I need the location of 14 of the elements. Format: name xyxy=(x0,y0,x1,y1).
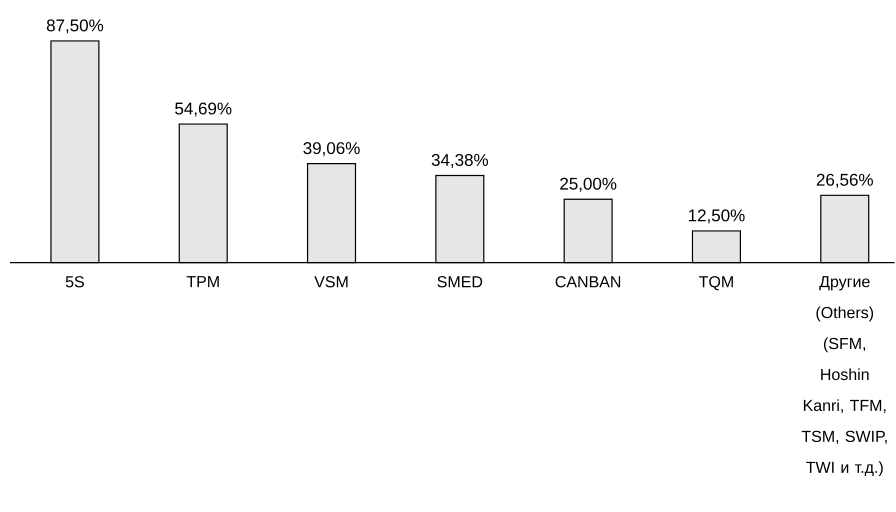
x-tick-label: SMED xyxy=(437,276,482,288)
data-label: 12,50% xyxy=(688,209,745,224)
x-tick-label: CANBAN xyxy=(556,276,620,288)
data-label: 26,56% xyxy=(816,174,873,188)
data-label: 34,38% xyxy=(432,154,488,168)
data-label: 25,00% xyxy=(560,178,616,192)
x-tick-label: VSM xyxy=(314,276,348,288)
data-label: 54,69% xyxy=(175,102,232,116)
x-tick-label: 5S xyxy=(66,276,84,288)
data-label: 87,50% xyxy=(46,19,104,34)
x-tick-label: TQM xyxy=(699,276,733,290)
data-label: 39,06% xyxy=(303,142,360,156)
x-tick-label: TPM xyxy=(186,276,219,287)
category-label: Другие (Others) (SFM, Hoshin Kanri, TFM, TSM, SWIP, TWI и т.д.) xyxy=(802,276,887,476)
